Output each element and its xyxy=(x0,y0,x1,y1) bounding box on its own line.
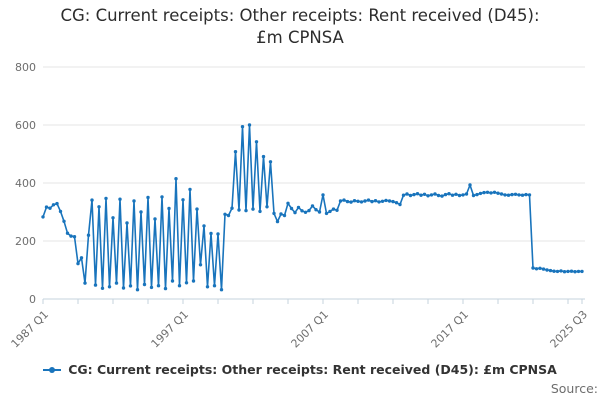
line-chart-canvas: 0 200 400 600 800 1987 Q1 1997 Q1 2007 Q1 2017 Q… xyxy=(9,61,591,351)
svg-text:600: 600 xyxy=(15,119,36,132)
svg-text:1987 Q1: 1987 Q1 xyxy=(9,308,52,351)
page-title-line2: £m CPNSA xyxy=(256,28,344,47)
svg-text:0: 0 xyxy=(29,293,36,306)
legend-series-label: CG: Current receipts: Other receipts: Re… xyxy=(68,362,557,377)
source-label: Source: xyxy=(550,381,598,396)
svg-text:2007 Q1: 2007 Q1 xyxy=(289,308,332,351)
page-title: CG: Current receipts: Other receipts: Re… xyxy=(0,5,600,49)
legend-item-series[interactable]: CG: Current receipts: Other receipts: Re… xyxy=(43,362,557,377)
svg-text:200: 200 xyxy=(15,235,36,248)
y-gridlines xyxy=(43,66,585,242)
svg-text:2017 Q1: 2017 Q1 xyxy=(429,308,472,351)
y-axis-labels: 0 200 400 600 800 xyxy=(15,61,36,306)
svg-text:1997 Q1: 1997 Q1 xyxy=(149,308,192,351)
svg-text:400: 400 xyxy=(15,177,36,190)
x-axis xyxy=(42,298,585,304)
svg-text:800: 800 xyxy=(15,61,36,74)
page-title-line1: CG: Current receipts: Other receipts: Re… xyxy=(60,6,540,25)
legend-line-marker-icon xyxy=(43,366,62,373)
data-series xyxy=(41,123,584,292)
legend: CG: Current receipts: Other receipts: Re… xyxy=(0,362,600,377)
svg-text:2025 Q3: 2025 Q3 xyxy=(548,308,591,351)
x-axis-labels: 1987 Q1 1997 Q1 2007 Q1 2017 Q1 2025 Q3 xyxy=(9,308,591,351)
